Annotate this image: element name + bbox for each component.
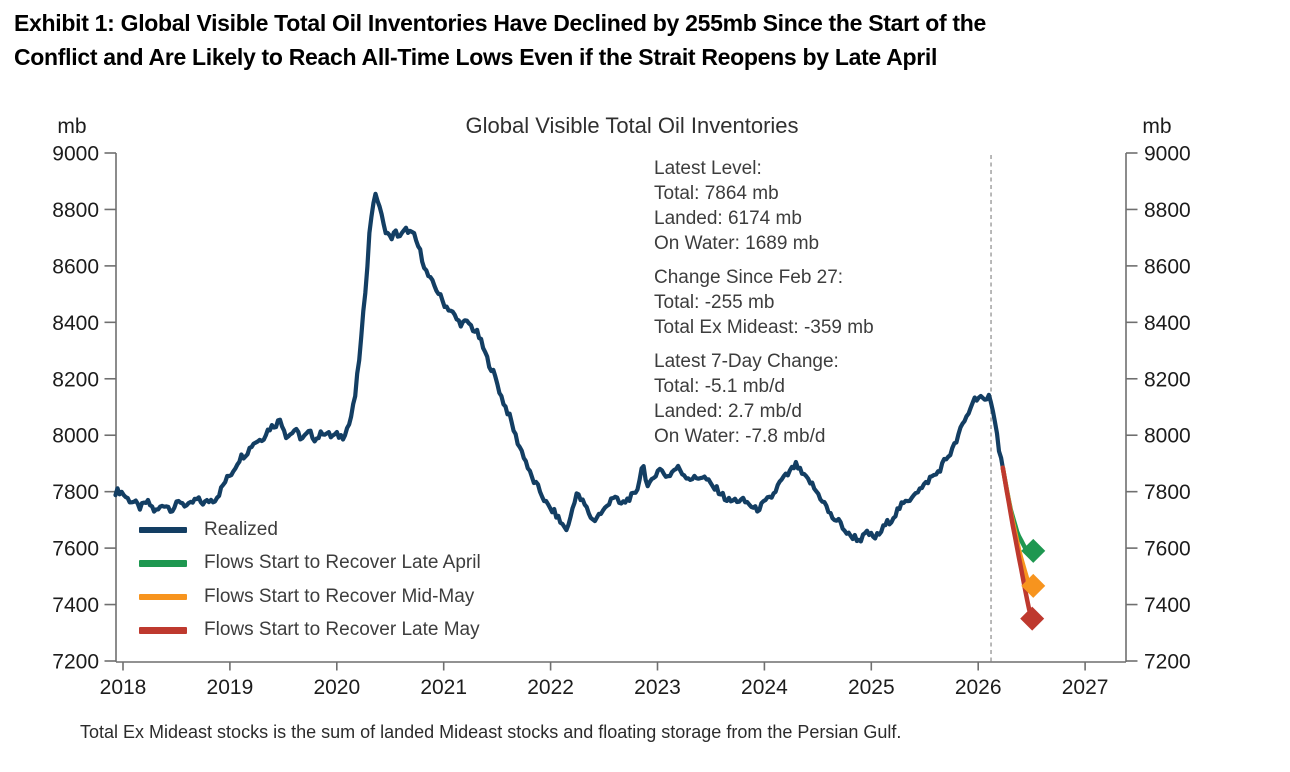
- y-tick-label: 8000: [52, 425, 99, 448]
- y-tick-label: 7600: [1144, 538, 1191, 561]
- y-tick-label: 8600: [52, 255, 99, 278]
- annotation-line: Total Ex Mideast: -359 mb: [654, 317, 874, 338]
- annotation-line: On Water: 1689 mb: [654, 233, 820, 254]
- y-tick-label: 7200: [1144, 651, 1191, 674]
- legend-swatch: [139, 526, 187, 533]
- annotation-line: Latest Level:: [654, 158, 762, 179]
- mid-may-endpoint-diamond: [1021, 573, 1046, 598]
- series-lines: [113, 191, 1035, 621]
- y-tick-label: 7800: [52, 481, 99, 504]
- y-axis-unit-right: mb: [1142, 115, 1171, 138]
- annotation-line: On Water: -7.8 mb/d: [654, 426, 826, 447]
- legend: Realized Flows Start to Recover Late Apri…: [139, 513, 481, 647]
- series-line-realized: [113, 191, 1005, 544]
- y-tick-label: 8600: [1144, 255, 1191, 278]
- y-tick-label: 8200: [52, 368, 99, 391]
- x-tick-label: 2018: [100, 676, 147, 699]
- endpoint-diamonds: [1020, 538, 1046, 631]
- x-tick-label: 2022: [527, 676, 574, 699]
- x-tick-label: 2026: [955, 676, 1002, 699]
- x-tick-label: 2027: [1062, 676, 1109, 699]
- series-line-flows-start-to-recover-late-may: [1000, 465, 1034, 621]
- exhibit-title: Exhibit 1: Global Visible Total Oil Inve…: [14, 6, 1264, 74]
- x-tick-label: 2021: [420, 676, 467, 699]
- y-tick-label: 8000: [1144, 425, 1191, 448]
- legend-label: Flows Start to Recover Late April: [204, 552, 481, 574]
- legend-label: Flows Start to Recover Mid-May: [204, 585, 475, 607]
- y-tick-label: 8800: [52, 199, 99, 222]
- legend-swatch: [139, 593, 187, 600]
- legend-swatch: [139, 627, 187, 634]
- y-tick-label: 7200: [52, 651, 99, 674]
- legend-row: Flows Start to Recover Mid-May: [139, 580, 481, 614]
- annotation-line: Total: -5.1 mb/d: [654, 376, 785, 397]
- annotation-group: Latest Level: Total: 7864 mb Landed: 6174 …: [654, 156, 874, 256]
- legend-row: Realized: [139, 513, 481, 547]
- x-tick-label: 2024: [741, 676, 788, 699]
- chart-title: Global Visible Total Oil Inventories: [465, 113, 798, 138]
- x-tick-label: 2019: [207, 676, 254, 699]
- exhibit-title-line1: Exhibit 1: Global Visible Total Oil Inve…: [14, 10, 987, 36]
- x-tick-label: 2025: [848, 676, 895, 699]
- axes: 9000 9000 8800 8800 8600 8600 8400 8400 8200 8200…: [52, 143, 1190, 700]
- annotation-line: Latest 7-Day Change:: [654, 351, 839, 372]
- y-tick-label: 9000: [52, 143, 99, 166]
- y-tick-label: 8200: [1144, 368, 1191, 391]
- y-tick-label: 9000: [1144, 143, 1191, 166]
- annotation-group: Latest 7-Day Change: Total: -5.1 mb/d Land…: [654, 349, 874, 449]
- y-tick-label: 7400: [1144, 594, 1191, 617]
- legend-label: Flows Start to Recover Late May: [204, 619, 480, 641]
- legend-row: Flows Start to Recover Late April: [139, 547, 481, 581]
- legend-swatch: [139, 560, 187, 567]
- legend-label: Realized: [204, 518, 278, 540]
- y-tick-label: 8800: [1144, 199, 1191, 222]
- annotation-group: Change Since Feb 27: Total: -255 mb Total …: [654, 265, 874, 340]
- annotation-line: Landed: 2.7 mb/d: [654, 401, 802, 422]
- stats-annotation: Latest Level: Total: 7864 mb Landed: 6174 …: [654, 156, 874, 458]
- exhibit-title-line2: Conflict and Are Likely to Reach All-Tim…: [14, 44, 938, 70]
- late-may-endpoint-diamond: [1020, 606, 1045, 631]
- late-april-endpoint-diamond: [1021, 538, 1046, 563]
- annotation-line: Landed: 6174 mb: [654, 208, 802, 229]
- y-tick-label: 7800: [1144, 481, 1191, 504]
- y-tick-label: 7600: [52, 538, 99, 561]
- footnote: Total Ex Mideast stocks is the sum of la…: [80, 722, 902, 742]
- y-tick-label: 7400: [52, 594, 99, 617]
- legend-row: Flows Start to Recover Late May: [139, 614, 481, 648]
- x-tick-label: 2023: [634, 676, 681, 699]
- annotation-line: Change Since Feb 27:: [654, 267, 844, 288]
- annotation-line: Total: 7864 mb: [654, 183, 779, 204]
- y-tick-label: 8400: [1144, 312, 1191, 335]
- annotation-line: Total: -255 mb: [654, 292, 775, 313]
- y-tick-label: 8400: [52, 312, 99, 335]
- y-axis-unit-left: mb: [57, 115, 86, 138]
- x-tick-label: 2020: [313, 676, 360, 699]
